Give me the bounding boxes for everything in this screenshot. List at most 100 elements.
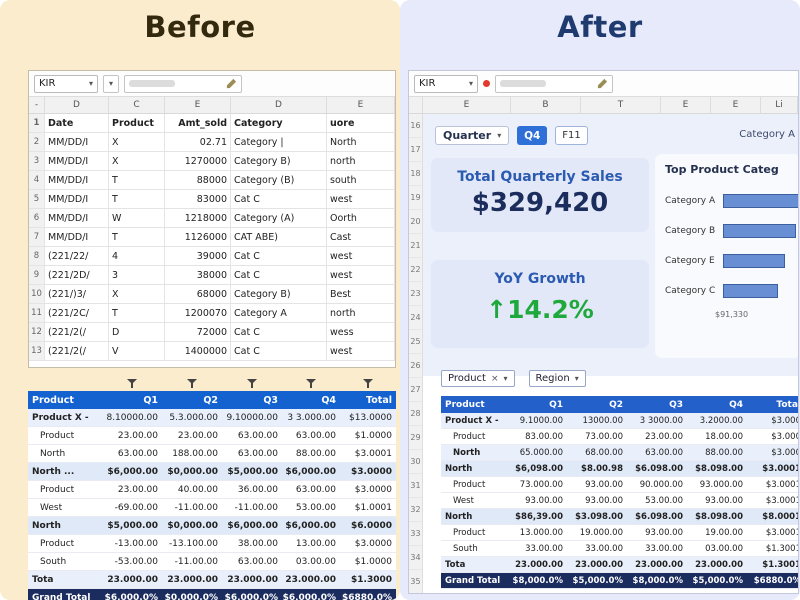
row-number[interactable]: 8 <box>29 247 45 265</box>
pivot-row[interactable]: North $6,098.00 $8.00.98 $6.098.00 $8.09… <box>441 461 798 477</box>
cell-product[interactable]: 3 <box>109 266 165 284</box>
category-bar[interactable] <box>723 284 778 298</box>
pivot-header-cell[interactable]: Total <box>776 399 799 410</box>
row-number[interactable]: 18 <box>409 162 422 186</box>
cell-product[interactable]: T <box>109 228 165 246</box>
select-all-corner[interactable] <box>409 97 423 113</box>
row-number[interactable]: 31 <box>409 474 422 498</box>
filter-icon[interactable] <box>186 378 198 389</box>
category-bar[interactable] <box>723 194 798 208</box>
pivot-header-cell[interactable]: Q3 <box>263 394 278 406</box>
cell-product[interactable]: T <box>109 190 165 208</box>
cell-date[interactable]: (221/2(/ <box>45 342 109 360</box>
pivot-row[interactable]: North $5,000.00 $0,000.00 $6,000.00 $6,0… <box>28 517 396 535</box>
cell-amount[interactable]: 02.71 <box>165 133 231 151</box>
filter-icon[interactable] <box>246 378 258 389</box>
row-number[interactable]: 3 <box>29 152 45 170</box>
cell-date[interactable]: MM/DD/I <box>45 190 109 208</box>
row-number[interactable]: 11 <box>29 304 45 322</box>
row-number[interactable]: 6 <box>29 209 45 227</box>
cell-product[interactable]: D <box>109 323 165 341</box>
cell-category[interactable]: Category B) <box>231 152 327 170</box>
row-number[interactable]: 1 <box>29 114 45 132</box>
cell-date[interactable]: MM/DD/I <box>45 209 109 227</box>
cell-region[interactable]: west <box>327 342 395 360</box>
row-number[interactable]: 27 <box>409 378 422 402</box>
row-number[interactable]: 4 <box>29 171 45 189</box>
pivot-row[interactable]: Product 13.000.00 19.000.00 93.00.00 19.… <box>441 525 798 541</box>
cell-region[interactable]: south <box>327 171 395 189</box>
product-slicer[interactable]: Product × ▾ <box>441 370 515 387</box>
pivot-header-cell[interactable]: Q3 <box>669 399 683 410</box>
pivot-row[interactable]: Grand Total $8,000.0% $5,000.0% $8,000.0… <box>441 573 798 589</box>
cell-amount[interactable]: 68000 <box>165 285 231 303</box>
pivot-header-cell[interactable]: Q2 <box>609 399 623 410</box>
cell-category[interactable]: Cat C <box>231 266 327 284</box>
row-number[interactable]: 22 <box>409 258 422 282</box>
cell-region[interactable]: Oorth <box>327 209 395 227</box>
cell-product[interactable]: T <box>109 304 165 322</box>
dropdown-button[interactable]: ▾ <box>103 74 119 93</box>
row-number[interactable]: 16 <box>409 114 422 138</box>
quarter-dropdown[interactable]: Quarter ▾ <box>435 126 510 145</box>
cell-product[interactable]: X <box>109 133 165 151</box>
row-number[interactable]: 33 <box>409 522 422 546</box>
name-box[interactable]: KIR ▾ <box>34 74 98 93</box>
pivot-row[interactable]: South 33.00.00 33.00.00 33.00.00 03.00.0… <box>441 541 798 557</box>
cell-product[interactable]: W <box>109 209 165 227</box>
row-number[interactable]: 24 <box>409 306 422 330</box>
region-slicer[interactable]: Region ▾ <box>528 370 586 387</box>
cell-product[interactable]: T <box>109 171 165 189</box>
select-all-corner[interactable]: - <box>29 97 45 113</box>
cell-date[interactable]: MM/DD/I <box>45 228 109 246</box>
column-header[interactable]: T <box>581 97 661 113</box>
column-header[interactable]: E <box>423 97 511 113</box>
cell-region[interactable]: west <box>327 190 395 208</box>
cell-region[interactable]: North <box>327 133 395 151</box>
cell-amount[interactable]: 39000 <box>165 247 231 265</box>
name-box[interactable]: KIR ▾ <box>414 74 478 93</box>
cell-date[interactable]: (221/2(/ <box>45 323 109 341</box>
pivot-row[interactable]: Tota 23.000.00 23.000.00 23.000.00 23.00… <box>441 557 798 573</box>
cell-product[interactable]: 4 <box>109 247 165 265</box>
cell-amount[interactable]: Amt_sold <box>165 114 231 132</box>
pivot-row[interactable]: North 63.00.00 188.00.00 63.00.00 88.00.… <box>28 445 396 463</box>
cell-amount[interactable]: 1200070 <box>165 304 231 322</box>
pivot-header-cell[interactable]: Total <box>366 394 392 406</box>
category-bar[interactable] <box>723 224 797 238</box>
row-number[interactable]: 17 <box>409 138 422 162</box>
column-header[interactable]: D <box>45 97 109 113</box>
filter-icon[interactable] <box>126 378 138 389</box>
cell-product[interactable]: X <box>109 152 165 170</box>
cell-category[interactable]: Cat C <box>231 342 327 360</box>
column-header[interactable]: Li <box>761 97 798 113</box>
cell-region[interactable]: uore <box>327 114 395 132</box>
cell-date[interactable]: (221/22/ <box>45 247 109 265</box>
pivot-header-cell[interactable]: Q4 <box>321 394 336 406</box>
pivot-row[interactable]: West 93.00.00 93.00.00 53.00.00 93.00.00… <box>441 493 798 509</box>
pivot-row[interactable]: Product -13.00.00 -13.100.00 38.00.00 13… <box>28 535 396 553</box>
cell-region[interactable]: north <box>327 152 395 170</box>
column-header[interactable]: E <box>661 97 711 113</box>
pivot-header-cell[interactable]: Product <box>32 394 74 406</box>
pivot-row[interactable]: North $86,39.00 $3.098.00 $6.098.00 $8.0… <box>441 509 798 525</box>
row-number[interactable]: 5 <box>29 190 45 208</box>
pivot-row[interactable]: South -53.00.00 -11.00.00 63.00.00 03.00… <box>28 553 396 571</box>
cell-category[interactable]: Cat C <box>231 323 327 341</box>
category-bar[interactable] <box>723 254 786 268</box>
filter-icon[interactable] <box>362 378 374 389</box>
cell-amount[interactable]: 1270000 <box>165 152 231 170</box>
pivot-row[interactable]: Tota 23.000.00 23.000.00 23.000.00 23.00… <box>28 571 396 589</box>
cell-region[interactable]: west <box>327 247 395 265</box>
cell-category[interactable]: Category <box>231 114 327 132</box>
cell-region[interactable]: west <box>327 266 395 284</box>
row-number[interactable]: 13 <box>29 342 45 360</box>
cell-category[interactable]: Category A <box>231 304 327 322</box>
row-number[interactable]: 26 <box>409 354 422 378</box>
formula-bar[interactable] <box>495 74 613 93</box>
row-number[interactable]: 7 <box>29 228 45 246</box>
row-number[interactable]: 10 <box>29 285 45 303</box>
cell-product[interactable]: V <box>109 342 165 360</box>
pivot-header-cell[interactable]: Q2 <box>203 394 218 406</box>
pivot-row[interactable]: Grand Total $6,000.0% $0,000.0% $6,000.0… <box>28 589 396 600</box>
